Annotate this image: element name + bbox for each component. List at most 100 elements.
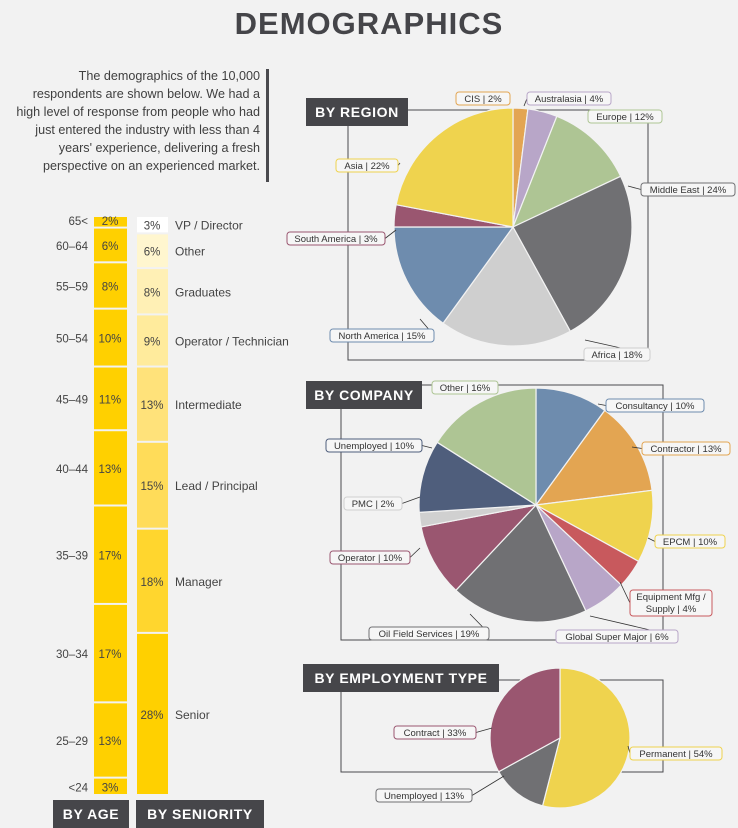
pie-label-box [555,629,679,644]
seniority-value-label: 28% [140,710,163,722]
age-category-label: 25–29 [56,736,88,748]
pie-slice-north-america-15 [393,226,515,325]
age-segment-60-64 [94,228,127,262]
pie-label-box [393,725,477,740]
pie-label-box [605,398,705,413]
leader-line [471,775,505,796]
leader-line [421,445,433,449]
age-segment-30-34 [94,604,127,702]
seniority-segment-lead-principal [137,442,168,528]
pie-slice-other-16 [436,387,537,507]
pie-label: Africa | 18% [591,350,643,361]
seniority-segment-manager [137,529,168,632]
age-segment-50-54 [94,309,127,366]
seniority-stacked-bar: 3% VP / Director 6% Other 8% Graduates 9% Opera… [137,217,289,794]
pie-slice-unemployed-10 [418,441,538,513]
seniority-segment-graduates [137,269,168,314]
pie-label: Asia | 22% [344,161,390,172]
pie-label-box [629,589,713,617]
age-category-label: 50–54 [56,334,89,346]
pie-label: Global Super Major | 6% [565,632,669,643]
age-value-label: 17% [98,551,121,563]
age-value-label: 13% [98,736,121,748]
pie-label: Oil Field Services | 19% [379,629,480,640]
badge-by-employment-type: BY EMPLOYMENT TYPE [303,664,499,692]
age-category-label: 45–49 [56,394,88,406]
seniority-category-label: Other [175,245,205,259]
intro-divider [266,69,269,182]
seniority-segment-intermediate [137,367,168,441]
pie-label: Unemployed | 10% [334,441,415,452]
seniority-segment-operator-technician [137,315,168,366]
seniority-value-label: 13% [140,400,163,412]
seniority-category-label: Manager [175,575,222,589]
seniority-category-label: Graduates [175,285,231,299]
pie-label-box [329,328,435,343]
pie-label: Equipment Mfg / [636,592,706,603]
pie-slice-oil-field-services-19 [455,503,587,623]
intro-text: The demographics of the 10,000 responden… [16,69,260,173]
age-stacked-bar: 2% 65< 6% 60–64 8% 55–59 10% 50–54 11% 45–49 13% 40… [56,216,127,794]
age-category-label: 65< [68,216,88,228]
pie-label-box [335,158,399,173]
age-category-label: 60–64 [56,241,89,253]
pie-label: Consultancy | 10% [615,401,695,412]
seniority-category-label: Lead / Principal [175,479,258,493]
pie-label: Other | 16% [440,383,491,394]
seniority-category-label: Intermediate [175,398,242,412]
pie-label-box [329,550,411,565]
seniority-value-label: 15% [140,481,163,493]
age-segment-35-39 [94,506,127,603]
leader-line [627,185,642,190]
pie-label-box [629,746,723,761]
seniority-segment-vp-director [137,217,168,233]
pie-slice-operator-10 [420,504,538,592]
pie-label: Contract | 33% [404,728,467,739]
age-category-label: 35–39 [56,551,88,563]
badge-by-company: BY COMPANY [306,381,422,409]
age-segment-24 [94,778,127,794]
age-category-label: 40–44 [56,464,89,476]
badge-by-region: BY REGION [306,98,408,126]
pie-label-box [640,182,736,197]
age-segment-25-29 [94,703,127,777]
badge-by-age: BY AGE [53,800,129,828]
age-value-label: 13% [98,464,121,476]
pie-label-box [343,496,403,511]
pie-label-box [286,231,386,246]
age-value-label: 3% [102,782,119,794]
seniority-value-label: 3% [144,221,161,233]
age-value-label: 8% [102,281,119,293]
pie-label: Unemployed | 13% [384,791,465,802]
by-company-pie: Consultancy | 10% Contractor | 13% EPCM | … [325,380,731,644]
pie-label: Permanent | 54% [639,749,713,760]
pie-label-box [455,91,511,106]
leader-line [631,446,643,449]
leader-line [647,537,656,542]
age-segment-45-49 [94,367,127,430]
pie-slice-unemployed-13 [497,736,561,807]
pie-label: Supply | 4% [646,604,697,615]
pie-slice-asia-22 [395,107,514,228]
pie-label-box [654,534,726,549]
pie-label-box [587,109,663,124]
seniority-category-label: Operator / Technician [175,334,289,348]
seniority-segment-other [137,234,168,268]
pie-label-box [431,380,499,395]
age-value-label: 6% [102,241,119,253]
age-value-label: 17% [98,649,121,661]
seniority-value-label: 6% [144,247,161,259]
seniority-value-label: 8% [144,287,161,299]
age-value-label: 11% [99,394,121,406]
by-region-pie: CIS | 2% Australasia | 4% Europe | 12% Midd… [286,91,736,362]
pie-label: PMC | 2% [352,499,395,510]
pie-label: Europe | 12% [596,112,654,123]
age-category-label: 55–59 [56,281,88,293]
pie-label-box [375,788,473,803]
pie-label: South America | 3% [294,234,378,245]
age-segment-65 [94,217,127,227]
age-category-label: 30–34 [56,649,89,661]
pie-label: North America | 15% [339,331,427,342]
pie-slice-europe-12 [511,115,622,229]
pie-slice-contractor-13 [534,409,653,506]
